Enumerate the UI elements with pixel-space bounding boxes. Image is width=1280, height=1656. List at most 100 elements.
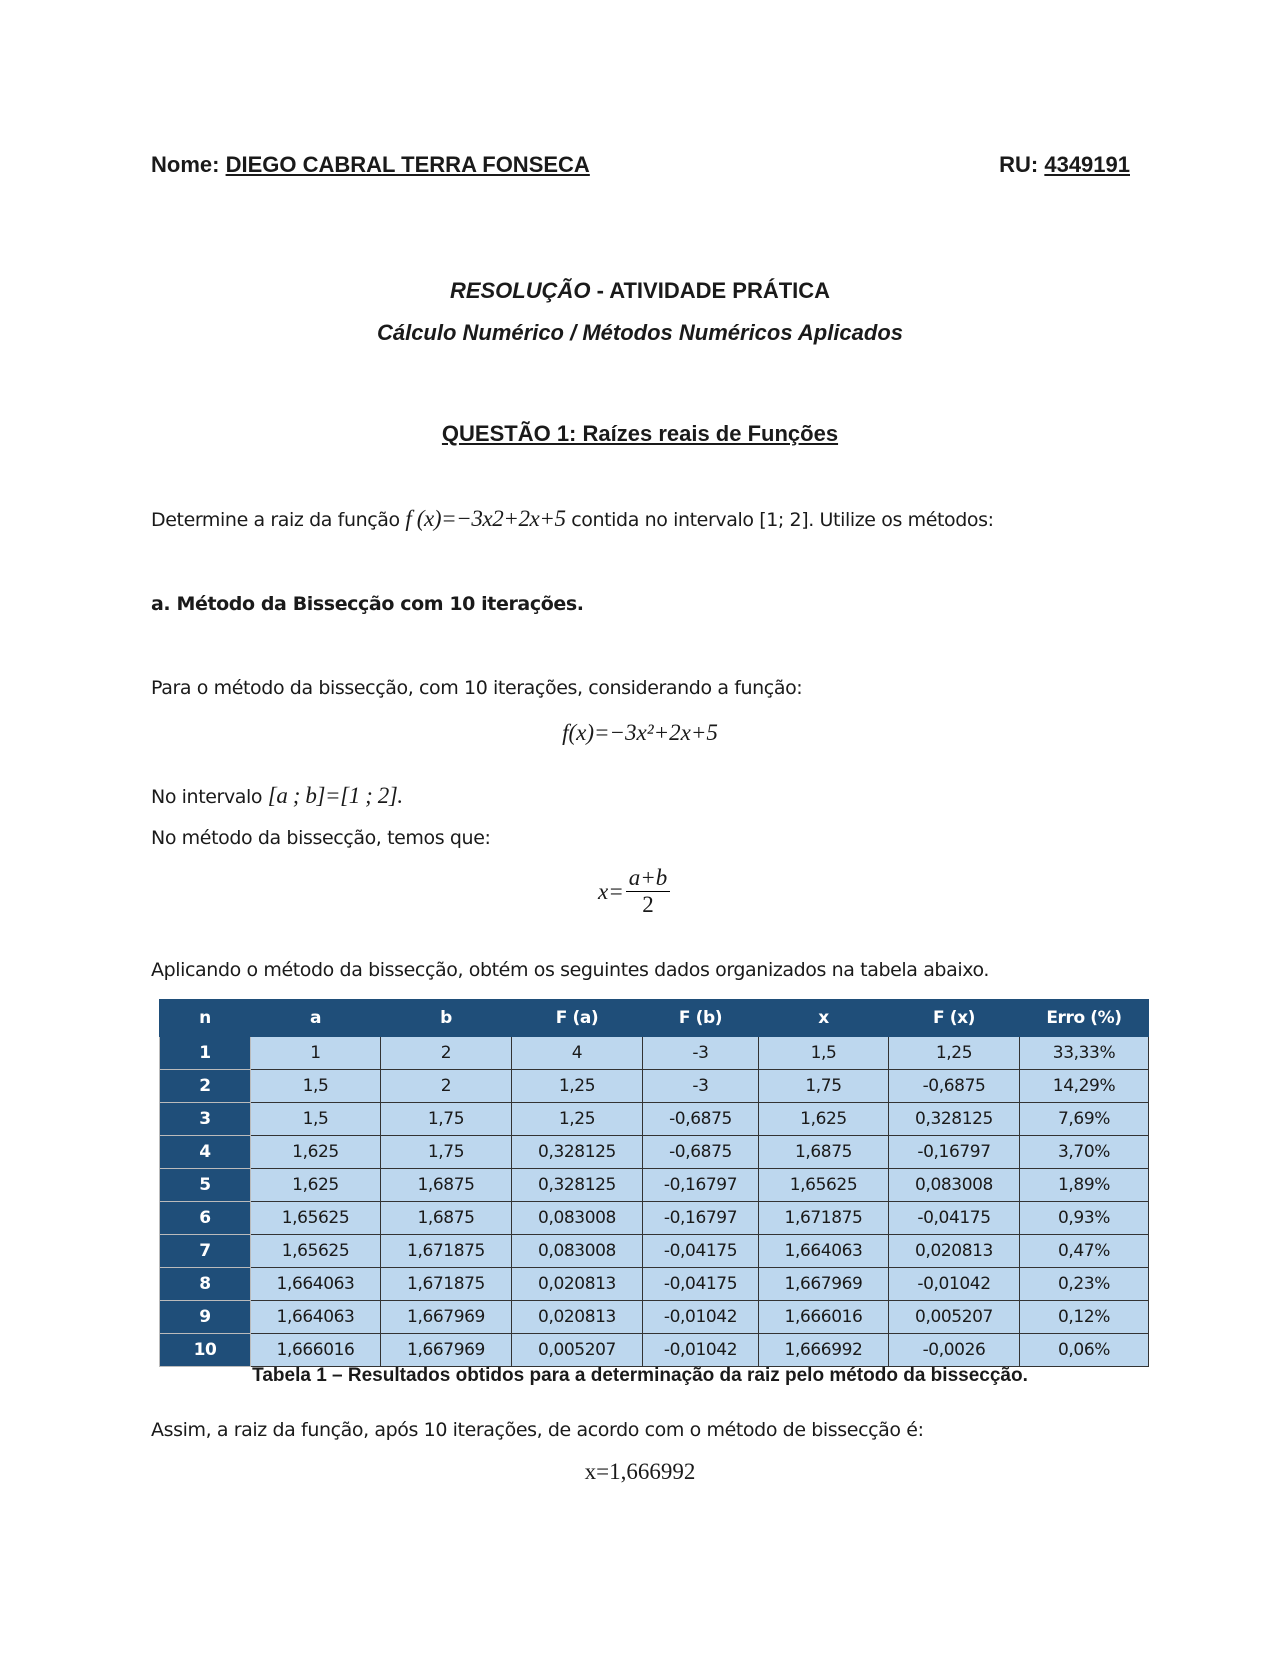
table-cell: 1,5: [250, 1069, 381, 1103]
table-cell: 1,664063: [250, 1267, 381, 1301]
table-cell: 1,65625: [250, 1234, 381, 1268]
table-cell: -0,01042: [642, 1300, 759, 1334]
iteration-cell: 9: [159, 1300, 251, 1334]
table-cell: 0,083008: [888, 1168, 1020, 1202]
result-formula: x=1,666992: [584, 1459, 696, 1484]
name-label: Nome:: [151, 152, 220, 177]
table-cell: 0,020813: [888, 1234, 1020, 1268]
table-cell: 1,6875: [380, 1201, 512, 1235]
table-cell: 4: [511, 1036, 643, 1070]
student-name-line: Nome: DIEGO CABRAL TERRA FONSECA: [151, 152, 590, 178]
table-cell: 1,65625: [250, 1201, 381, 1235]
table-cell: 0,020813: [511, 1267, 643, 1301]
table-row: 5 1,625 1,6875 0,328125 -0,16797 1,65625 0,083…: [159, 1168, 1149, 1202]
iteration-cell: 10: [159, 1333, 251, 1367]
table-cell: 1,625: [758, 1102, 889, 1136]
formula-lhs: x=: [598, 878, 624, 904]
table-cell: 0,93%: [1019, 1201, 1149, 1235]
interval-math: [a ; b]=[1 ; 2].: [267, 783, 403, 808]
iteration-cell: 5: [159, 1168, 251, 1202]
column-header: x: [758, 999, 889, 1037]
table-cell: 1,664063: [758, 1234, 889, 1268]
table-row: 9 1,664063 1,667969 0,020813 -0,01042 1,66601…: [159, 1300, 1149, 1334]
table-cell: 0,083008: [511, 1201, 643, 1235]
table-cell: 1,75: [758, 1069, 889, 1103]
statement-formula: f (x)=−3x2+2x+5: [405, 506, 566, 531]
table-cell: 1,25: [888, 1036, 1020, 1070]
iteration-cell: 1: [159, 1036, 251, 1070]
paragraph-4: Aplicando o método da bissecção, obtém o…: [151, 959, 990, 981]
table-cell: -0,04175: [642, 1234, 759, 1268]
bisection-formula: x= a+b 2: [598, 865, 671, 918]
table-cell: 1,625: [250, 1135, 381, 1169]
table-cell: -0,04175: [888, 1201, 1020, 1235]
table-cell: 1,5: [758, 1036, 889, 1070]
table-cell: 1,25: [511, 1069, 643, 1103]
table-cell: 1,671875: [758, 1201, 889, 1235]
formula-denominator: 2: [642, 892, 654, 917]
doc-title: RESOLUÇÃO - ATIVIDADE PRÁTICA: [0, 278, 1280, 304]
table-cell: 0,06%: [1019, 1333, 1149, 1367]
iteration-cell: 8: [159, 1267, 251, 1301]
table-cell: 1,666992: [758, 1333, 889, 1367]
table-caption: Tabela 1 – Resultados obtidos para a det…: [252, 1365, 1028, 1386]
table-cell: -0,6875: [888, 1069, 1020, 1103]
title-italic: RESOLUÇÃO: [449, 278, 591, 303]
table-cell: 1,65625: [758, 1168, 889, 1202]
paragraph-2: No intervalo [a ; b]=[1 ; 2].: [151, 783, 403, 809]
paragraph-3: No método da bissecção, temos que:: [151, 827, 491, 849]
iteration-cell: 3: [159, 1102, 251, 1136]
column-header: F (b): [642, 999, 759, 1037]
table-cell: 1,5: [250, 1102, 381, 1136]
table-cell: 1,666016: [758, 1300, 889, 1334]
table-cell: -0,6875: [642, 1102, 759, 1136]
table-cell: 1,667969: [380, 1300, 512, 1334]
table-cell: 0,12%: [1019, 1300, 1149, 1334]
table-cell: 1,75: [380, 1102, 512, 1136]
statement: Determine a raiz da função f (x)=−3x2+2x…: [151, 506, 994, 532]
paragraph-5: Assim, a raiz da função, após 10 iteraçõ…: [151, 1419, 924, 1441]
table-cell: 0,328125: [511, 1135, 643, 1169]
table-cell: -0,16797: [888, 1135, 1020, 1169]
table-cell: 0,020813: [511, 1300, 643, 1334]
table-cell: 0,23%: [1019, 1267, 1149, 1301]
table-row: 4 1,625 1,75 0,328125 -0,6875 1,6875 -0,16797 3…: [159, 1135, 1149, 1169]
column-header: F (a): [511, 999, 643, 1037]
table-cell: 3,70%: [1019, 1135, 1149, 1169]
table-cell: 1,75: [380, 1135, 512, 1169]
paragraph-1: Para o método da bissecção, com 10 itera…: [151, 677, 803, 699]
statement-text: Determine a raiz da função: [151, 509, 400, 531]
table-cell: 1,6875: [758, 1135, 889, 1169]
student-name: DIEGO CABRAL TERRA FONSECA: [225, 152, 590, 177]
iteration-cell: 6: [159, 1201, 251, 1235]
statement-text-after: contida no intervalo [1; 2]. Utilize os …: [571, 509, 994, 531]
table-cell: 7,69%: [1019, 1102, 1149, 1136]
table-cell: 0,328125: [888, 1102, 1020, 1136]
table-cell: 0,005207: [888, 1300, 1020, 1334]
table-row: 2 1,5 2 1,25 -3 1,75 -0,6875 14,29%: [159, 1069, 1149, 1103]
table-row: 6 1,65625 1,6875 0,083008 -0,16797 1,671875 -0…: [159, 1201, 1149, 1235]
column-header: F (x): [888, 999, 1020, 1037]
formula-numerator: a+b: [625, 865, 671, 892]
table-row: 1 1 2 4 -3 1,5 1,25 33,33%: [159, 1036, 1149, 1070]
table-cell: 1,671875: [380, 1234, 512, 1268]
ru-label: RU:: [999, 152, 1039, 177]
column-header: a: [250, 999, 381, 1037]
table-cell: 0,47%: [1019, 1234, 1149, 1268]
table-row: 3 1,5 1,75 1,25 -0,6875 1,625 0,328125 7,69%: [159, 1102, 1149, 1136]
function-formula: f(x)=−3x²+2x+5: [562, 720, 718, 745]
title-rest: - ATIVIDADE PRÁTICA: [590, 278, 831, 303]
table-cell: -0,01042: [888, 1267, 1020, 1301]
table-cell: 1,664063: [250, 1300, 381, 1334]
table-cell: -0,16797: [642, 1201, 759, 1235]
ru-value: 4349191: [1044, 152, 1130, 177]
table-cell: -3: [642, 1069, 759, 1103]
table-row: 8 1,664063 1,671875 0,020813 -0,04175 1,66796…: [159, 1267, 1149, 1301]
table-cell: -0,04175: [642, 1267, 759, 1301]
table-cell: 1,671875: [380, 1267, 512, 1301]
table-cell: 33,33%: [1019, 1036, 1149, 1070]
table-cell: 1: [250, 1036, 381, 1070]
iteration-cell: 2: [159, 1069, 251, 1103]
